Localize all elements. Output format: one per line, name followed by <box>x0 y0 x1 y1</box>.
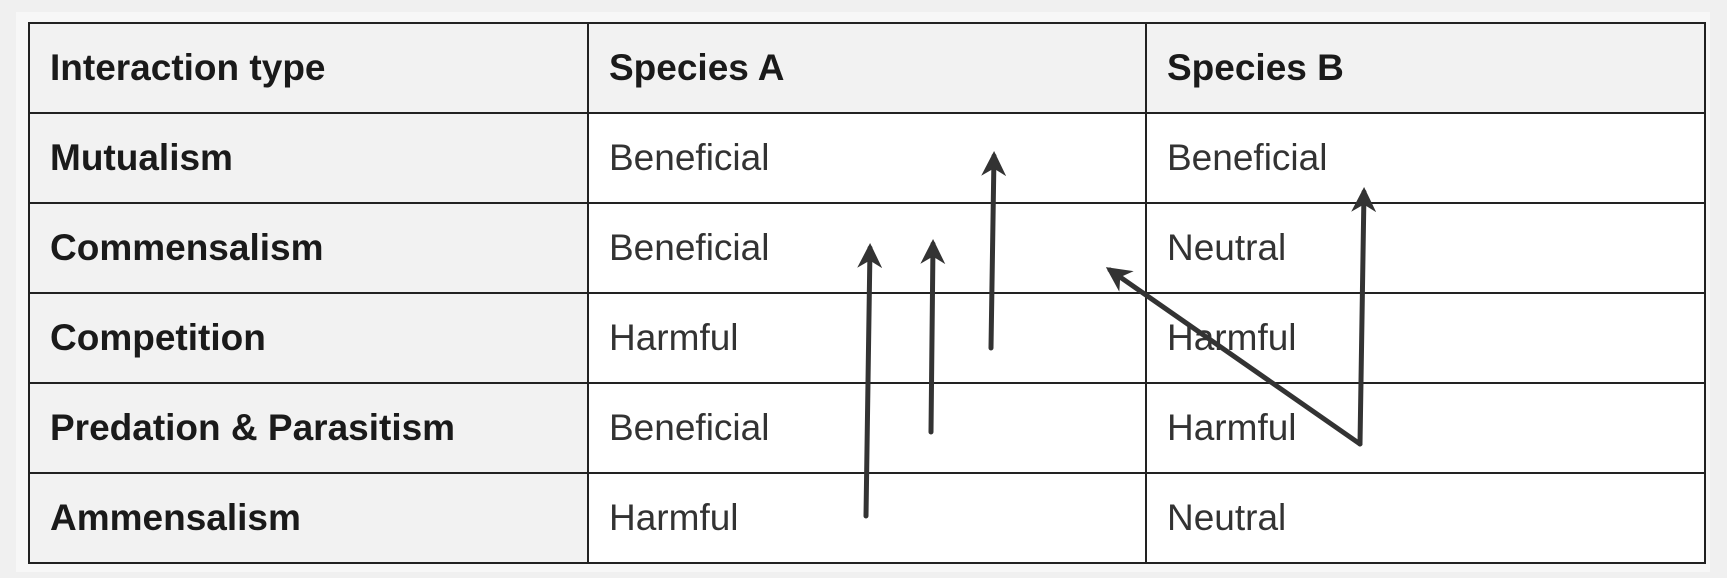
cell-species-b: Harmful <box>1145 292 1706 384</box>
cell-species-b: Beneficial <box>1145 112 1706 204</box>
header-species-b: Species B <box>1145 22 1706 114</box>
table-row: Mutualism Beneficial Beneficial <box>28 112 1706 204</box>
header-row: Interaction type Species A Species B <box>28 22 1706 114</box>
row-label-mutualism: Mutualism <box>28 112 589 204</box>
header-interaction-type: Interaction type <box>28 22 589 114</box>
cell-species-a: Beneficial <box>587 382 1147 474</box>
cell-species-b: Neutral <box>1145 472 1706 564</box>
cell-species-a: Harmful <box>587 472 1147 564</box>
cell-species-b: Neutral <box>1145 202 1706 294</box>
table-row: Predation & Parasitism Beneficial Harmfu… <box>28 382 1706 474</box>
row-label-ammensalism: Ammensalism <box>28 472 589 564</box>
table-row: Competition Harmful Harmful <box>28 292 1706 384</box>
cell-species-a: Harmful <box>587 292 1147 384</box>
species-interaction-table: Interaction type Species A Species B Mut… <box>28 22 1706 564</box>
table-row: Commensalism Beneficial Neutral <box>28 202 1706 294</box>
header-species-a: Species A <box>587 22 1147 114</box>
table-row: Ammensalism Harmful Neutral <box>28 472 1706 564</box>
cell-species-a: Beneficial <box>587 112 1147 204</box>
row-label-predation-parasitism: Predation & Parasitism <box>28 382 589 474</box>
cell-species-b: Harmful <box>1145 382 1706 474</box>
row-label-competition: Competition <box>28 292 589 384</box>
cell-species-a: Beneficial <box>587 202 1147 294</box>
row-label-commensalism: Commensalism <box>28 202 589 294</box>
